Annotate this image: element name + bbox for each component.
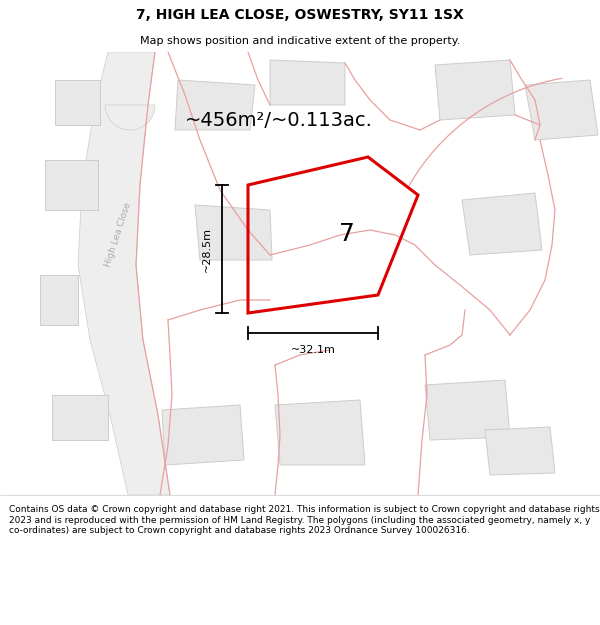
Text: 7, HIGH LEA CLOSE, OSWESTRY, SY11 1SX: 7, HIGH LEA CLOSE, OSWESTRY, SY11 1SX (136, 8, 464, 21)
Text: ~456m²/~0.113ac.: ~456m²/~0.113ac. (185, 111, 373, 129)
Polygon shape (195, 205, 272, 260)
Polygon shape (52, 395, 108, 440)
Text: High Lea Close: High Lea Close (103, 202, 133, 268)
Polygon shape (78, 52, 170, 495)
Text: ~28.5m: ~28.5m (202, 226, 212, 271)
Polygon shape (425, 380, 510, 440)
Polygon shape (435, 60, 515, 120)
Text: Contains OS data © Crown copyright and database right 2021. This information is : Contains OS data © Crown copyright and d… (9, 506, 599, 535)
Polygon shape (485, 427, 555, 475)
Polygon shape (275, 400, 365, 465)
Polygon shape (55, 80, 100, 125)
Polygon shape (462, 193, 542, 255)
Polygon shape (175, 80, 255, 130)
Polygon shape (162, 405, 244, 465)
Polygon shape (45, 160, 98, 210)
Text: 7: 7 (339, 222, 355, 246)
Polygon shape (270, 60, 345, 105)
Text: ~32.1m: ~32.1m (290, 345, 335, 355)
Wedge shape (105, 105, 155, 130)
Polygon shape (525, 80, 598, 140)
Text: Map shows position and indicative extent of the property.: Map shows position and indicative extent… (140, 36, 460, 46)
Polygon shape (40, 275, 78, 325)
